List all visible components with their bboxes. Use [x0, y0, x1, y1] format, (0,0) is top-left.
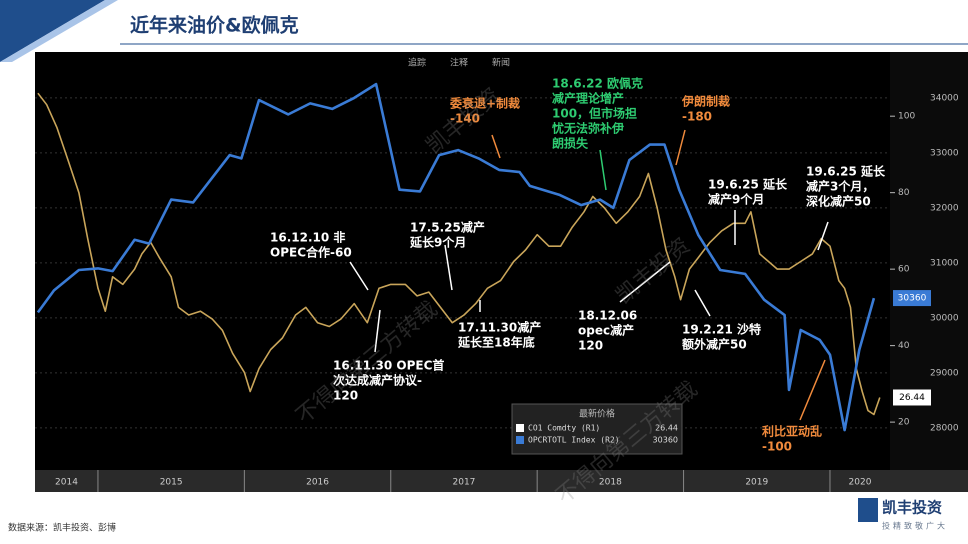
last-value-tag — [893, 290, 931, 307]
legend-title: 最新价格 — [579, 408, 615, 420]
x-tick-label: 2014 — [55, 478, 78, 488]
axis-panel — [890, 52, 968, 492]
annotation: 100，但市场担 — [552, 106, 637, 121]
series-line — [37, 92, 881, 416]
legend-swatch — [516, 436, 524, 444]
y-tick-label: 100 — [898, 112, 915, 122]
y2-tick-label: 31000 — [930, 258, 959, 268]
y2-tick-label: 29000 — [930, 368, 959, 378]
chart-background — [35, 52, 968, 492]
annotation: 次达成减产协议- — [333, 373, 422, 388]
annotation: 利比亚动乱 — [762, 424, 822, 439]
annotation: 17.11.30减产 — [458, 320, 541, 335]
annotation-arrow — [599, 149, 607, 191]
annotation: 19.6.25 延长 — [806, 164, 886, 179]
annotation: 延长至18年底 — [457, 335, 535, 350]
annotation: 120 — [578, 339, 603, 353]
annotation-arrow — [817, 221, 829, 251]
legend-swatch — [516, 424, 524, 432]
annotation: -140 — [450, 112, 480, 126]
series-line — [36, 82, 876, 432]
x-tick-label: 2016 — [306, 478, 329, 488]
annotation-arrow — [799, 359, 826, 421]
annotation: 减产理论增产 — [552, 91, 624, 106]
legend-label: CO1 Comdty (R1) — [528, 424, 600, 433]
annotation-arrow — [619, 261, 671, 303]
y-tick-label: 80 — [898, 188, 910, 198]
x-tick-label: 2019 — [745, 478, 768, 488]
annotation: 深化减产50 — [806, 194, 871, 209]
annotation: 120 — [333, 389, 358, 403]
slide-title: 近年来油价&欧佩克 — [130, 14, 299, 37]
annotation-arrow — [694, 289, 711, 317]
y-tick-label: 40 — [898, 341, 910, 351]
logo-subtext: 投精致敬广大 — [882, 521, 948, 531]
toolbar-item: 注释 — [450, 57, 468, 69]
annotation: 16.12.10 非 — [270, 230, 345, 245]
source-note: 数据来源：凯丰投资、彭博 — [8, 522, 116, 534]
annotation-arrow — [491, 134, 501, 159]
annotation: 委衰退+制裁 — [449, 96, 520, 111]
annotation-arrow — [444, 244, 453, 291]
x-tick-label: 2017 — [453, 478, 476, 488]
x-tick-label: 2018 — [599, 478, 622, 488]
toolbar-item: 新闻 — [492, 57, 510, 69]
y-tick-label: 20 — [898, 418, 910, 428]
legend-value: 30360 — [653, 436, 678, 445]
annotation: 18.12.06 — [578, 309, 637, 323]
y2-tick-label: 28000 — [930, 423, 959, 433]
annotation: 额外减产50 — [682, 337, 747, 352]
annotation: 减产9个月 — [708, 192, 764, 207]
annotation: 19.6.25 延长 — [708, 177, 788, 192]
annotation: 朗损失 — [552, 136, 589, 151]
annotation-arrow — [349, 261, 369, 291]
y2-tick-label: 33000 — [930, 148, 959, 158]
y2-tick-label: 34000 — [930, 93, 959, 103]
annotation: -180 — [682, 110, 712, 124]
annotation: 伊朗制裁 — [681, 94, 730, 109]
annotation: 18.6.22 欧佩克 — [552, 76, 643, 91]
y2-tick-label: 30000 — [930, 313, 959, 323]
y2-tick-label: 32000 — [930, 203, 959, 213]
annotation: opec减产 — [578, 323, 634, 338]
annotation: 16.11.30 OPEC首 — [333, 358, 444, 373]
annotation: 19.2.21 沙特 — [682, 322, 761, 337]
last-value-label: 30360 — [898, 294, 927, 304]
toolbar-item: 追踪 — [408, 57, 426, 69]
logo-text: 凯丰投资 — [882, 499, 942, 517]
last-value-tag — [893, 389, 931, 406]
legend-box — [511, 403, 683, 455]
annotation: 忧无法弥补伊 — [552, 121, 624, 136]
annotation: 减产3个月， — [806, 179, 874, 194]
corner-decoration — [0, 0, 118, 62]
annotation: -100 — [762, 440, 792, 454]
annotation-arrow — [675, 129, 686, 166]
x-tick-label: 2015 — [160, 478, 183, 488]
legend-label: OPCRTOTL Index (R2) — [528, 436, 620, 445]
annotation-arrow — [374, 309, 381, 353]
last-value-label: 26.44 — [899, 393, 925, 403]
logo-mark — [858, 498, 878, 522]
annotation: 延长9个月 — [409, 235, 466, 250]
annotation: 17.5.25减产 — [410, 220, 485, 235]
x-tick-label: 2020 — [849, 478, 872, 488]
x-axis-band — [35, 470, 968, 492]
y-tick-label: 60 — [898, 265, 910, 275]
annotation: OPEC合作-60 — [270, 245, 352, 260]
legend-value: 26.44 — [655, 424, 678, 433]
